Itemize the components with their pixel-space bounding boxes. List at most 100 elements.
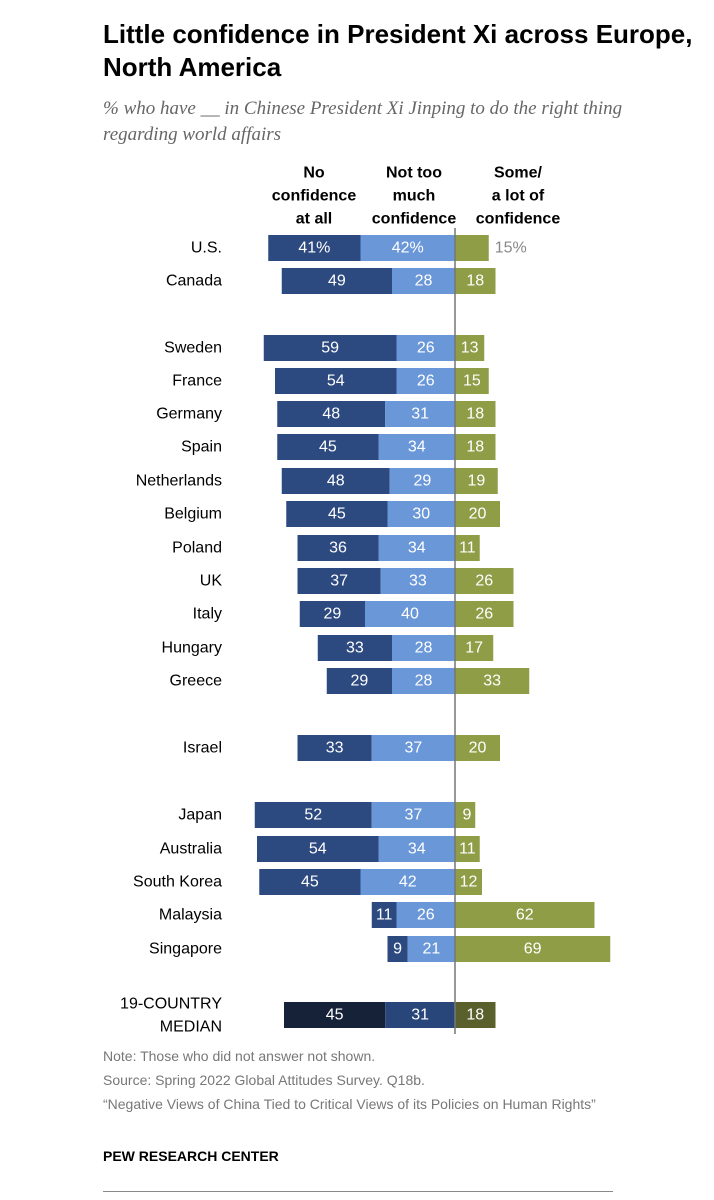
value-label-no-confidence: 36 [329, 540, 347, 557]
bar-not-too-much [385, 401, 455, 427]
row-label: Hungary [162, 640, 222, 657]
legend-some-lot-line: Some/ [494, 165, 543, 182]
bar-not-too-much [378, 535, 455, 561]
value-label-not-too-much: 29 [413, 473, 431, 490]
row-label: U.S. [191, 240, 222, 257]
row-label: Belgium [164, 506, 222, 523]
value-label-no-confidence: 37 [330, 573, 348, 590]
bar-some-lot [455, 869, 482, 895]
bar-some-lot [455, 501, 500, 527]
bar-not-too-much [396, 368, 455, 394]
bar-no-confidence [257, 836, 379, 862]
bar-no-confidence [299, 601, 365, 627]
bar-not-too-much [392, 635, 455, 661]
value-label-not-too-much: 26 [417, 340, 435, 357]
bar-no-confidence [254, 802, 372, 828]
value-label-not-too-much: 28 [415, 640, 433, 657]
bar-not-too-much [392, 668, 455, 694]
bar-no-confidence [275, 368, 397, 394]
bar-no-confidence [277, 401, 386, 427]
value-label-some-lot: 9 [463, 807, 472, 824]
bar-some-lot [455, 335, 485, 361]
bar-not-too-much [387, 501, 455, 527]
legend-not-too-much-line: much [393, 188, 436, 205]
value-label-not-too-much: 31 [411, 406, 429, 423]
value-label-some-lot: 11 [459, 540, 476, 557]
bar-some-lot [455, 535, 480, 561]
value-label-no-confidence: 48 [327, 473, 345, 490]
bar-no-confidence [284, 1002, 386, 1028]
bar-not-too-much [365, 601, 455, 627]
value-label-not-too-much: 28 [415, 273, 433, 290]
bar-not-too-much [371, 802, 455, 828]
value-label-not-too-much: 21 [422, 941, 440, 958]
value-label-no-confidence: 29 [323, 606, 341, 623]
value-label-no-confidence: 41% [298, 240, 330, 257]
value-label-no-confidence: 9 [393, 941, 402, 958]
bar-some-lot [455, 802, 476, 828]
bar-not-too-much [360, 235, 455, 261]
value-label-some-lot: 19 [467, 473, 485, 490]
row-label: Spain [181, 439, 222, 456]
row-label: Sweden [164, 340, 222, 357]
row-label: Malaysia [159, 907, 222, 924]
row-label: France [172, 373, 222, 390]
legend-no-confidence-line: confidence [272, 188, 357, 205]
bar-no-confidence [281, 268, 392, 294]
value-label-no-confidence: 52 [304, 807, 322, 824]
bar-not-too-much [371, 735, 455, 761]
value-label-no-confidence: 29 [350, 673, 368, 690]
row-label: Greece [170, 673, 223, 690]
bar-some-lot [455, 568, 514, 594]
legend-some-lot-line: confidence [476, 211, 561, 228]
bar-some-lot [455, 434, 496, 460]
bar-some-lot [455, 902, 595, 928]
row-label: Australia [160, 841, 222, 858]
value-label-no-confidence: 11 [376, 907, 393, 924]
value-label-no-confidence: 59 [321, 340, 339, 357]
source-text: Source: Spring 2022 Global Attitudes Sur… [103, 1072, 425, 1088]
legend-no-confidence-line: No [303, 165, 325, 182]
row-label: South Korea [133, 874, 222, 891]
row-label: Poland [172, 540, 222, 557]
bar-not-too-much [396, 335, 455, 361]
row-label: Singapore [149, 941, 222, 958]
bar-no-confidence [263, 335, 397, 361]
value-label-some-lot: 26 [475, 606, 493, 623]
bar-no-confidence [297, 535, 379, 561]
value-label-not-too-much: 33 [409, 573, 427, 590]
bar-not-too-much [378, 836, 455, 862]
bar-some-lot [455, 836, 480, 862]
bar-no-confidence [317, 635, 392, 661]
value-label-not-too-much: 30 [412, 506, 430, 523]
bar-not-too-much [407, 936, 455, 962]
chart-subtitle: % who have __ in Chinese President Xi Ji… [103, 98, 623, 145]
value-label-some-lot: 12 [460, 874, 478, 891]
bar-no-confidence [268, 235, 361, 261]
row-label: 19-COUNTRY [120, 996, 222, 1013]
bar-not-too-much [392, 268, 455, 294]
row-label: UK [200, 573, 223, 590]
value-label-some-lot: 62 [516, 907, 534, 924]
value-label-not-too-much: 34 [408, 841, 426, 858]
value-label-no-confidence: 45 [301, 874, 319, 891]
bar-some-lot [455, 368, 489, 394]
value-label-no-confidence: 45 [326, 1007, 344, 1024]
bar-not-too-much [396, 902, 455, 928]
value-label-some-lot: 20 [469, 740, 487, 757]
value-label-no-confidence: 49 [328, 273, 346, 290]
value-label-not-too-much: 37 [404, 740, 422, 757]
value-label-no-confidence: 33 [346, 640, 364, 657]
value-label-not-too-much: 31 [411, 1007, 429, 1024]
brand-name: PEW RESEARCH CENTER [103, 1148, 279, 1164]
value-label-no-confidence: 45 [319, 439, 337, 456]
value-label-not-too-much: 26 [417, 907, 435, 924]
value-label-not-too-much: 34 [408, 540, 426, 557]
value-label-not-too-much: 28 [415, 673, 433, 690]
value-label-some-lot: 69 [524, 941, 542, 958]
bar-no-confidence [297, 568, 381, 594]
bar-some-lot [455, 468, 498, 494]
bar-some-lot [455, 668, 530, 694]
bar-no-confidence [286, 501, 388, 527]
bar-some-lot [455, 936, 611, 962]
